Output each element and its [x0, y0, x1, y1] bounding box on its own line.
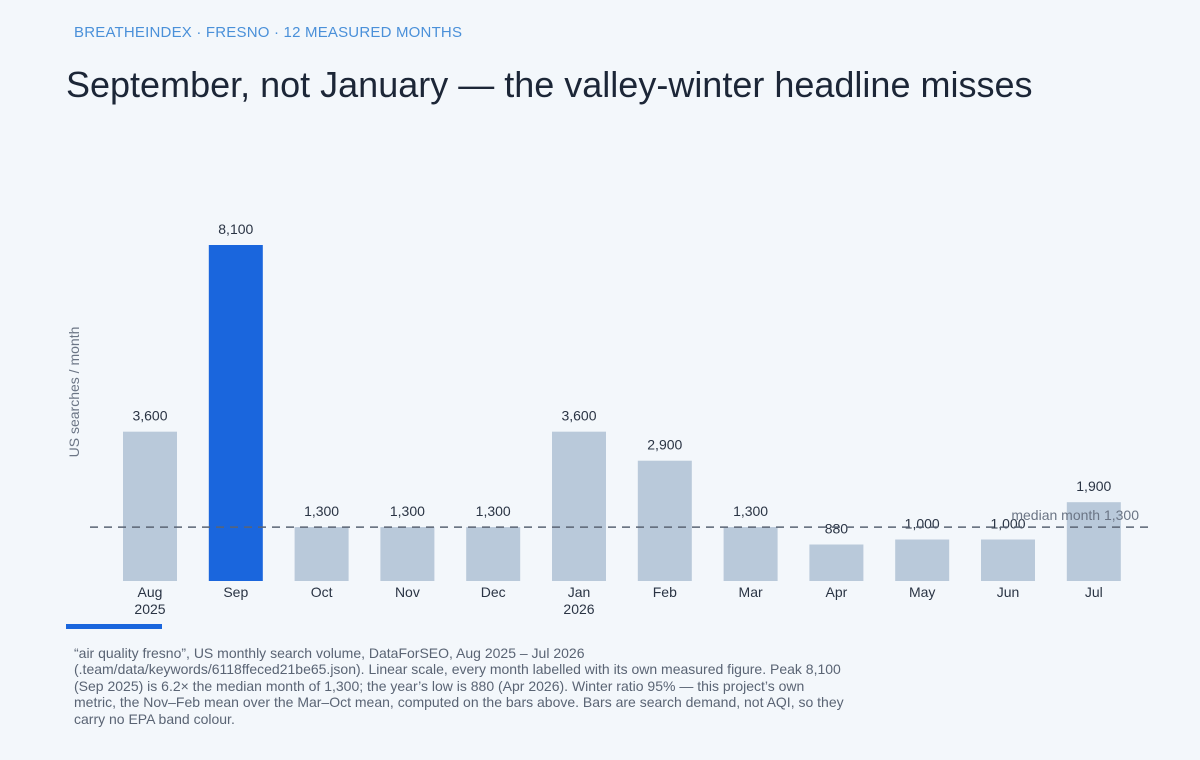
bar	[466, 527, 521, 581]
x-tick-label: Apr	[826, 584, 848, 600]
data-label: 880	[825, 520, 849, 536]
data-label: 1,900	[1076, 478, 1111, 494]
data-label: 1,000	[905, 516, 940, 532]
bar	[1066, 502, 1121, 581]
x-year-label: 2026	[563, 601, 594, 617]
data-label: 8,100	[218, 221, 253, 237]
bar	[981, 539, 1035, 581]
y-axis-label: US searches / month	[66, 327, 82, 458]
footnote-line: carry no EPA band colour.	[74, 710, 235, 727]
footnote: “air quality fresno”, US monthly search …	[74, 645, 894, 727]
data-label: 1,300	[390, 503, 425, 519]
bar	[208, 245, 263, 581]
bar	[380, 527, 435, 581]
data-label: 1,300	[304, 503, 339, 519]
x-year-label: 2025	[134, 601, 165, 617]
kicker: BREATHEINDEX · FRESNO · 12 MEASURED MONT…	[74, 24, 463, 41]
x-tick-label: Aug	[138, 584, 163, 600]
x-tick-label: Dec	[481, 584, 506, 600]
bar	[637, 460, 692, 581]
x-tick-label: Sep	[223, 584, 248, 600]
x-tick-label: Jul	[1085, 584, 1103, 600]
footnote-line: metric, the Nov–Feb mean over the Mar–Oc…	[74, 694, 844, 711]
x-tick-label: Jan	[568, 584, 591, 600]
bar	[809, 544, 864, 581]
bar	[895, 539, 950, 581]
bar	[552, 431, 606, 581]
footnote-line: “air quality fresno”, US monthly search …	[74, 645, 585, 661]
accent-bar	[66, 624, 162, 629]
data-label: 3,600	[132, 408, 167, 424]
x-tick-label: Nov	[395, 584, 420, 600]
x-tick-label: Mar	[739, 584, 763, 600]
data-label: 1,300	[476, 503, 511, 519]
data-label: 1,300	[733, 503, 768, 519]
bar	[723, 527, 778, 581]
x-tick-label: Feb	[653, 584, 677, 600]
bar	[294, 527, 349, 581]
median-label: median month 1,300	[1011, 507, 1139, 523]
x-tick-label: May	[909, 584, 935, 600]
x-tick-label: Oct	[311, 584, 333, 600]
x-tick-label: Jun	[997, 584, 1020, 600]
footnote-line: (.team/data/keywords/6118ffeced21be65.js…	[74, 661, 841, 678]
footnote-line: (Sep 2025) is 6.2× the median month of 1…	[74, 677, 805, 694]
bar	[123, 431, 177, 581]
data-label: 2,900	[647, 437, 682, 453]
chart-title: September, not January — the valley-wint…	[66, 64, 1033, 105]
data-label: 3,600	[561, 408, 596, 424]
